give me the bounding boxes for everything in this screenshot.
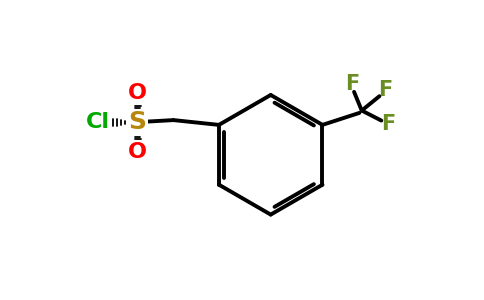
Text: F: F: [378, 80, 393, 100]
Text: S: S: [129, 110, 147, 134]
Text: O: O: [128, 83, 147, 103]
Text: F: F: [345, 74, 359, 94]
Text: O: O: [128, 142, 147, 162]
Text: F: F: [381, 114, 395, 134]
Text: Cl: Cl: [86, 112, 110, 133]
